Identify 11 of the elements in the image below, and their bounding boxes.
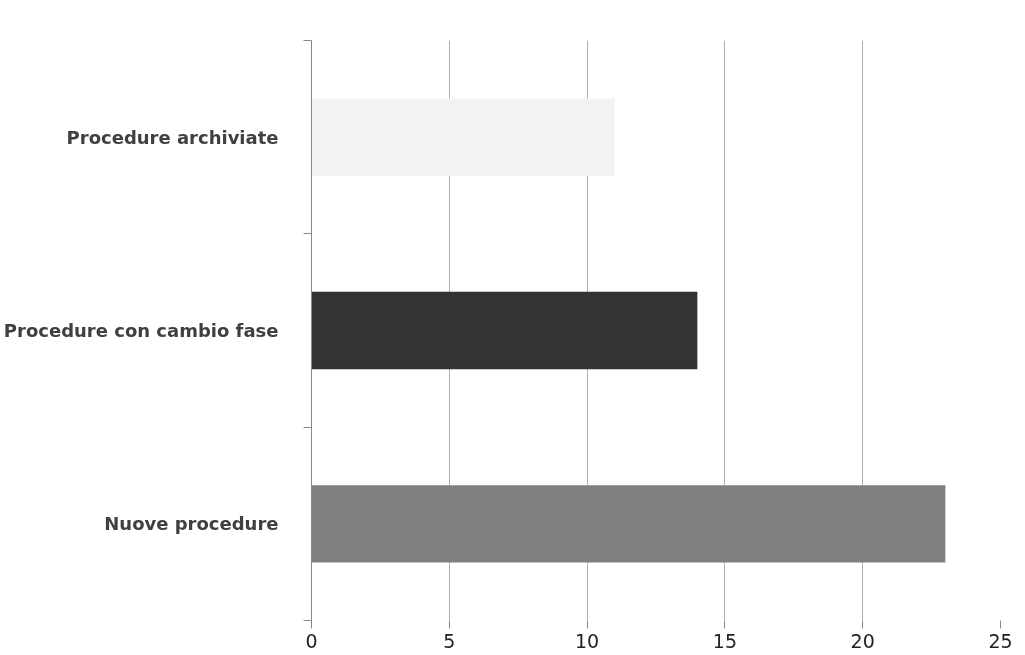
x-tick-label: 15 [712,629,737,652]
x-tick-label: 0 [305,629,318,652]
bar [311,98,615,176]
x-tick-label: 10 [575,629,600,652]
y-tick-label: Nuove procedure [104,513,279,535]
x-tick-label: 20 [850,629,875,652]
x-tick-label: 25 [988,629,1013,652]
bar [311,291,698,370]
x-tick-label: 5 [443,629,456,652]
y-tick-label: Procedure archiviate [66,126,279,148]
y-tick-label: Procedure con cambio fase [3,320,279,341]
